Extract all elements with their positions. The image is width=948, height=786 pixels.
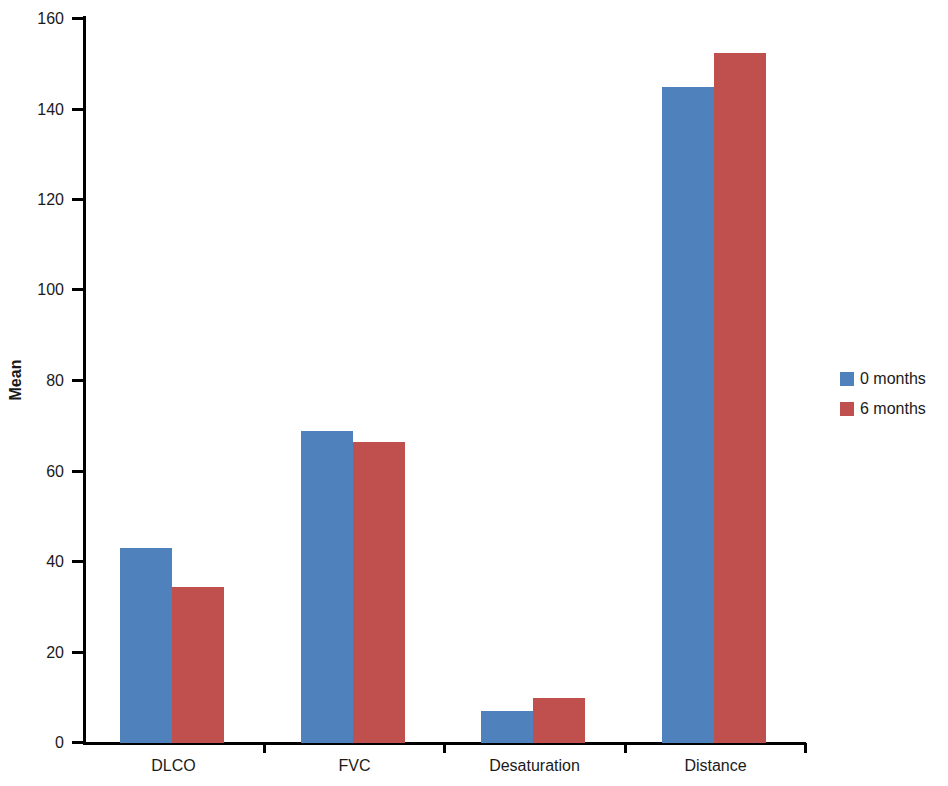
bar-6-months-desaturation: [533, 698, 585, 743]
y-axis-tick: [72, 288, 83, 291]
y-axis-tick: [72, 651, 83, 654]
bar-0-months-dlco: [120, 548, 172, 743]
legend-swatch-icon: [840, 372, 854, 386]
y-tick-label: 20: [0, 643, 64, 663]
x-category-label: Distance: [625, 756, 806, 776]
x-axis-tick: [443, 743, 446, 753]
y-axis-tick: [72, 198, 83, 201]
legend-label: 0 months: [860, 370, 926, 388]
bar-6-months-fvc: [353, 442, 405, 743]
y-axis-tick: [72, 108, 83, 111]
bar-chart: Mean 020406080100120140160DLCOFVCDesatur…: [0, 0, 948, 786]
bar-0-months-distance: [662, 87, 714, 743]
y-axis-tick: [72, 17, 83, 20]
legend-item-0-months: 0 months: [840, 370, 926, 388]
x-axis-tick: [263, 743, 266, 753]
x-category-label: Desaturation: [444, 756, 625, 776]
legend: 0 months 6 months: [840, 370, 926, 418]
bar-6-months-distance: [714, 53, 766, 743]
bar-0-months-desaturation: [481, 711, 533, 743]
y-axis-tick: [72, 741, 83, 744]
bar-0-months-fvc: [301, 431, 353, 743]
y-tick-label: 120: [0, 190, 64, 210]
y-axis-tick: [72, 470, 83, 473]
x-axis-tick: [804, 743, 807, 753]
y-axis-tick: [72, 560, 83, 563]
y-axis-tick: [72, 379, 83, 382]
y-tick-label: 80: [0, 371, 64, 391]
y-axis-line: [83, 16, 86, 745]
x-category-label: DLCO: [83, 756, 264, 776]
y-tick-label: 100: [0, 280, 64, 300]
y-tick-label: 140: [0, 100, 64, 120]
legend-item-6-months: 6 months: [840, 400, 926, 418]
x-category-label: FVC: [264, 756, 445, 776]
y-tick-label: 40: [0, 552, 64, 572]
y-tick-label: 160: [0, 9, 64, 29]
legend-label: 6 months: [860, 400, 926, 418]
legend-swatch-icon: [840, 402, 854, 416]
y-tick-label: 60: [0, 462, 64, 482]
y-tick-label: 0: [0, 733, 64, 753]
x-axis-tick: [624, 743, 627, 753]
bar-6-months-dlco: [172, 587, 224, 743]
